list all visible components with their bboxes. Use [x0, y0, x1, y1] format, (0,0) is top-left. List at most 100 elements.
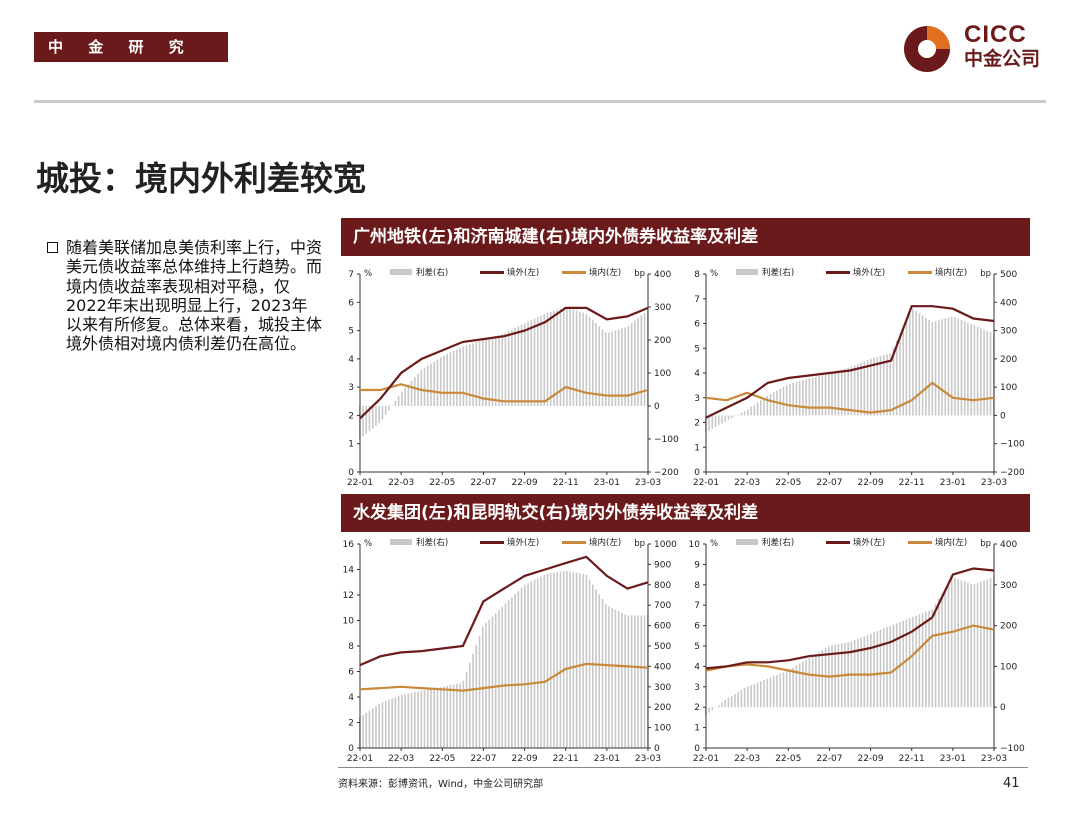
- right-tick-label: 700: [654, 601, 671, 611]
- legend-spread-label: 利差(右): [416, 537, 448, 548]
- spread-bar: [747, 686, 749, 708]
- spread-bar: [507, 600, 510, 748]
- spread-bar: [579, 573, 581, 748]
- left-tick-label: 6: [348, 298, 354, 308]
- spread-bar: [621, 612, 623, 748]
- spread-bar: [524, 584, 526, 748]
- spread-bar: [863, 636, 866, 708]
- spread-bar: [815, 653, 817, 708]
- spread-bar: [630, 323, 633, 406]
- spread-bar: [760, 400, 762, 416]
- right-tick-label: 400: [1000, 298, 1017, 308]
- chart-kunming-rail-transit: 0 1 2 3 4 5 6 7 8 9 10 −100 0 100 200 300 400 22-01 22-03 2…: [689, 537, 1025, 764]
- x-tick-label: 23-01: [940, 754, 966, 764]
- spread-bar: [821, 650, 824, 708]
- spread-bar: [954, 577, 956, 708]
- spread-bar: [530, 581, 533, 748]
- legend-onshore-swatch: [908, 271, 932, 274]
- spread-bar: [957, 318, 960, 416]
- left-unit-label: %: [710, 539, 718, 549]
- left-tick-label: 6: [694, 622, 700, 632]
- right-tick-label: 400: [654, 270, 671, 280]
- spread-bar: [782, 386, 785, 416]
- spread-bar: [485, 622, 487, 748]
- spread-bar: [737, 414, 739, 416]
- right-tick-label: 0: [1000, 703, 1006, 713]
- spread-bar: [433, 361, 436, 406]
- spread-bar: [895, 623, 898, 708]
- spread-bar: [536, 578, 539, 748]
- spread-bar: [976, 583, 979, 708]
- left-tick-label: 7: [348, 270, 354, 280]
- spread-bar: [785, 385, 788, 416]
- spread-bar: [947, 583, 950, 708]
- legend-spread-swatch: [390, 539, 412, 545]
- spread-bar: [734, 693, 736, 708]
- legend-offshore-swatch: [826, 541, 850, 544]
- x-tick-label: 22-09: [857, 754, 883, 764]
- spread-bar: [485, 339, 487, 406]
- x-tick-label: 22-05: [429, 754, 455, 764]
- spread-bar: [401, 391, 403, 406]
- legend-onshore-swatch: [908, 541, 932, 544]
- spread-bar: [857, 364, 859, 416]
- spread-bar: [721, 415, 723, 424]
- spread-bar: [912, 616, 914, 708]
- spread-bar: [598, 326, 601, 406]
- spread-bar: [611, 331, 614, 406]
- x-tick-label: 23-01: [940, 478, 966, 488]
- spread-bar: [624, 614, 626, 748]
- spread-bar: [601, 329, 604, 406]
- spread-bar: [456, 683, 458, 748]
- spread-bar: [967, 322, 969, 416]
- spread-bar: [381, 406, 384, 420]
- x-tick-label: 22-03: [388, 478, 414, 488]
- right-tick-label: −100: [654, 435, 679, 445]
- spread-bar: [928, 320, 930, 416]
- x-tick-label: 22-11: [899, 478, 925, 488]
- spread-bar: [401, 694, 403, 748]
- spread-bar: [976, 326, 979, 416]
- spread-bar: [553, 572, 555, 748]
- left-unit-label: %: [364, 269, 372, 279]
- spread-bar: [937, 320, 940, 416]
- spread-bar: [478, 635, 481, 748]
- spread-bar: [824, 648, 827, 708]
- spread-bar: [805, 379, 807, 416]
- spread-bar: [604, 603, 607, 748]
- legend-onshore-label: 境内(左): [935, 537, 967, 548]
- x-tick-label: 22-01: [693, 754, 719, 764]
- spread-bar: [556, 572, 558, 748]
- spread-bar: [404, 388, 406, 406]
- spread-bar: [892, 347, 895, 416]
- spread-bar: [815, 376, 817, 416]
- spread-bar: [504, 603, 507, 748]
- right-tick-label: 1000: [654, 540, 677, 550]
- spread-bar: [462, 680, 465, 748]
- spread-bar: [772, 392, 775, 416]
- x-tick-label: 22-03: [734, 478, 760, 488]
- legend-onshore-label: 境内(左): [935, 267, 967, 278]
- spread-bar: [595, 323, 597, 406]
- left-tick-label: 6: [348, 668, 354, 678]
- spread-bar: [614, 609, 617, 748]
- spread-bar: [611, 607, 614, 748]
- spread-bar: [808, 657, 811, 708]
- spread-bar: [439, 687, 442, 748]
- x-tick-label: 22-03: [734, 754, 760, 764]
- x-tick-label: 23-01: [594, 478, 620, 488]
- right-unit-label: bp: [634, 539, 645, 549]
- spread-bar: [579, 311, 581, 406]
- spread-bar: [498, 610, 500, 748]
- spread-bar: [465, 345, 468, 406]
- logo-subtitle: 中金公司: [964, 48, 1041, 70]
- spread-bar: [857, 638, 859, 708]
- spread-bar: [507, 331, 510, 406]
- spread-bar: [637, 615, 639, 748]
- spread-bar: [562, 307, 565, 406]
- spread-bar: [711, 707, 714, 711]
- spread-bar: [779, 388, 782, 416]
- x-tick-label: 22-01: [693, 478, 719, 488]
- spread-bar: [472, 653, 474, 748]
- right-tick-label: 400: [1000, 540, 1017, 550]
